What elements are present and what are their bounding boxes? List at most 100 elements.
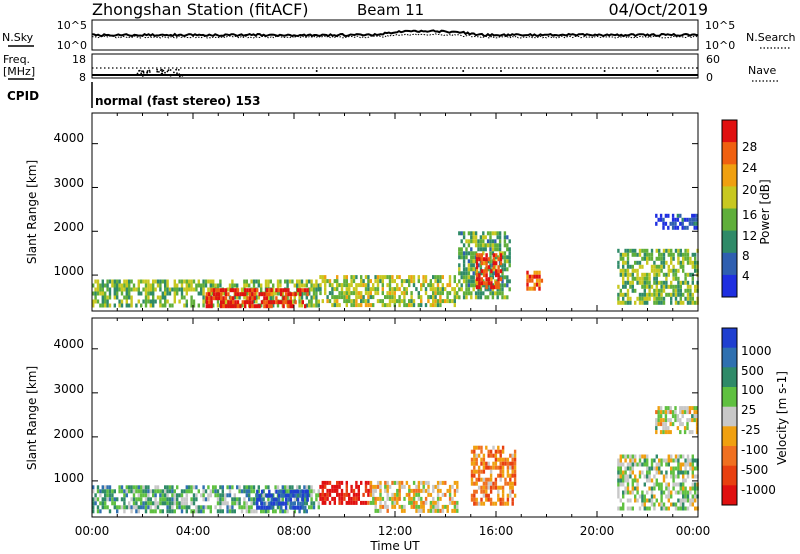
velocity-cell [475, 457, 478, 462]
power-cell [185, 299, 188, 304]
velocity-cell [624, 466, 627, 471]
power-cell [350, 299, 353, 304]
velocity-cell [694, 498, 697, 503]
velocity-cell [132, 489, 136, 494]
velocity-ylabel: Slant Range [km] [25, 366, 39, 470]
power-cell [276, 283, 280, 288]
power-cell [497, 285, 500, 290]
velocity-cell [96, 509, 100, 514]
power-cell [256, 288, 259, 293]
power-cell [626, 288, 630, 293]
power-cell [391, 279, 394, 284]
velocity-cell [386, 492, 389, 497]
power-cell [472, 235, 475, 240]
velocity-cell [629, 498, 632, 503]
power-cell [660, 288, 663, 293]
velocity-cell [679, 410, 682, 415]
velocity-cell [226, 501, 229, 506]
power-cell [470, 259, 473, 264]
velocity-cell [159, 497, 162, 502]
power-cell [372, 303, 375, 308]
power-cell [622, 276, 625, 281]
power-cell [408, 279, 411, 284]
power-cell [665, 260, 668, 265]
velocity-cell [270, 505, 273, 510]
velocity-cell [689, 490, 692, 495]
velocity-cell [470, 457, 474, 462]
power-cell [99, 291, 102, 296]
velocity-cell [439, 496, 442, 501]
power-cell [659, 217, 663, 222]
power-cell [472, 283, 475, 288]
velocity-cell [180, 501, 184, 506]
velocity-cell [164, 493, 167, 498]
power-cell [178, 279, 181, 284]
power-cell [669, 221, 672, 226]
velocity-cell [513, 481, 517, 486]
power-cell [101, 283, 104, 288]
power-cell [106, 283, 109, 288]
velocity-cell [188, 505, 191, 510]
power-cell [682, 292, 685, 297]
velocity-cell [164, 497, 167, 502]
velocity-cell [657, 418, 660, 423]
power-cell [535, 282, 539, 287]
velocity-cell [113, 489, 116, 494]
velocity-cell [682, 482, 685, 487]
velocity-cell [252, 509, 256, 514]
velocity-cell [441, 492, 445, 497]
velocity-cell [501, 469, 505, 474]
power-cell [686, 217, 689, 222]
power-cell [497, 269, 500, 274]
power-cell [491, 231, 495, 236]
power-cell [472, 255, 475, 260]
power-cell [498, 239, 502, 244]
power-cell [292, 292, 295, 297]
velocity-colorbar-swatch [722, 406, 737, 427]
power-cell [676, 213, 680, 218]
power-cell [417, 275, 420, 280]
power-cell [467, 291, 471, 296]
velocity-cell [619, 466, 622, 471]
velocity-cell [674, 482, 678, 487]
power-cell [533, 270, 536, 275]
power-cell [260, 283, 263, 288]
power-cell [472, 267, 475, 272]
power-cell [533, 282, 536, 287]
power-cell [142, 299, 145, 304]
velocity-cell [686, 490, 690, 495]
velocity-cell [108, 509, 112, 514]
velocity-cell [132, 497, 136, 502]
power-cell [310, 283, 313, 288]
velocity-cell [379, 500, 382, 505]
xtick-1600: 16:00 [479, 524, 514, 538]
velocity-cell [629, 454, 632, 459]
power-cell [116, 279, 119, 284]
velocity-cell [501, 457, 505, 462]
velocity-cell [310, 501, 313, 506]
power-cell [460, 271, 463, 276]
velocity-cell [448, 488, 452, 493]
velocity-cell [624, 470, 627, 475]
velocity-cell [648, 498, 651, 503]
power-cell [472, 259, 475, 264]
velocity-cell [693, 414, 696, 419]
power-cell [417, 279, 420, 284]
velocity-cell [665, 474, 668, 479]
power-cell [209, 283, 212, 288]
velocity-cell [487, 453, 490, 458]
power-cell [331, 303, 334, 308]
power-cell [398, 287, 401, 292]
power-cell [474, 243, 478, 248]
velocity-cell [672, 474, 675, 479]
power-cell [116, 295, 119, 300]
power-cell [485, 261, 488, 266]
power-cell [360, 279, 363, 284]
power-cell [650, 248, 654, 253]
velocity-cell [684, 490, 687, 495]
velocity-cell [275, 489, 278, 494]
power-cell [686, 248, 690, 253]
velocity-cell [236, 497, 239, 502]
power-cell [506, 279, 509, 284]
velocity-cell [631, 454, 634, 459]
